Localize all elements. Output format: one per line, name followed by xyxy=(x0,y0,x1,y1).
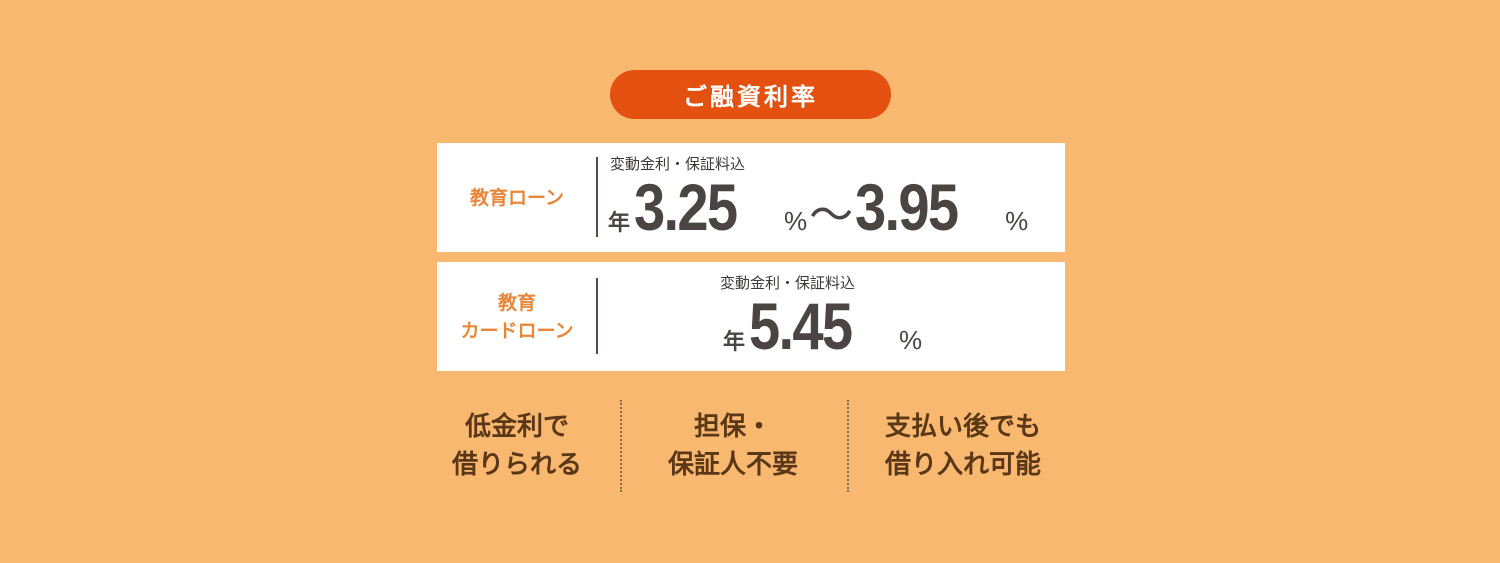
divider xyxy=(596,278,598,354)
rate-min: 3.25 xyxy=(634,170,738,244)
feature-line: 借り入れ可能 xyxy=(884,450,1041,480)
dotted-divider xyxy=(847,400,849,492)
feature-line: 保証人不要 xyxy=(667,450,798,480)
feature-low-rate: 低金利で 借りられる xyxy=(417,408,617,484)
dotted-divider xyxy=(620,400,622,492)
feature-no-collateral: 担保・ 保証人不要 xyxy=(633,408,833,484)
feature-reborrow: 支払い後でも 借り入れ可能 xyxy=(863,408,1063,484)
rate-max: 3.95 xyxy=(855,170,959,244)
education-loan-card: 教育ローン 変動金利・保証料込 年 3.25 % 〜 3.95 % xyxy=(437,143,1065,252)
feature-line: 担保・ xyxy=(693,412,772,442)
range-separator: 〜 xyxy=(809,191,854,240)
rate-prefix: 年 xyxy=(608,210,631,235)
feature-line: 借りられる xyxy=(451,450,582,480)
rate-note: 変動金利・保証料込 xyxy=(720,274,856,292)
rate: 5.45 xyxy=(749,289,853,363)
rate-unit: % xyxy=(899,325,923,355)
loan-name: 教育 カードローン xyxy=(437,262,597,371)
rate-unit: % xyxy=(784,206,808,236)
interest-rate-heading: ご融資利率 xyxy=(610,70,891,119)
loan-name-line1: 教育 xyxy=(497,291,536,314)
feature-line: 支払い後でも xyxy=(884,412,1041,442)
divider xyxy=(596,157,598,237)
rate-value: 年 5.45 % xyxy=(723,288,922,364)
rate-prefix: 年 xyxy=(723,329,746,354)
feature-line: 低金利で xyxy=(464,412,569,442)
rate-unit: % xyxy=(1005,206,1029,236)
education-card-loan-card: 教育カードローン 変動金利・保証料込 年 5.45 % xyxy=(437,262,1065,371)
rate-range: 年 3.25 % 〜 3.95 % xyxy=(608,169,1028,245)
loan-name: 教育ローン xyxy=(469,186,565,209)
rate-note: 変動金利・保証料込 xyxy=(610,155,746,173)
loan-name-line2: カードローン xyxy=(460,319,574,342)
